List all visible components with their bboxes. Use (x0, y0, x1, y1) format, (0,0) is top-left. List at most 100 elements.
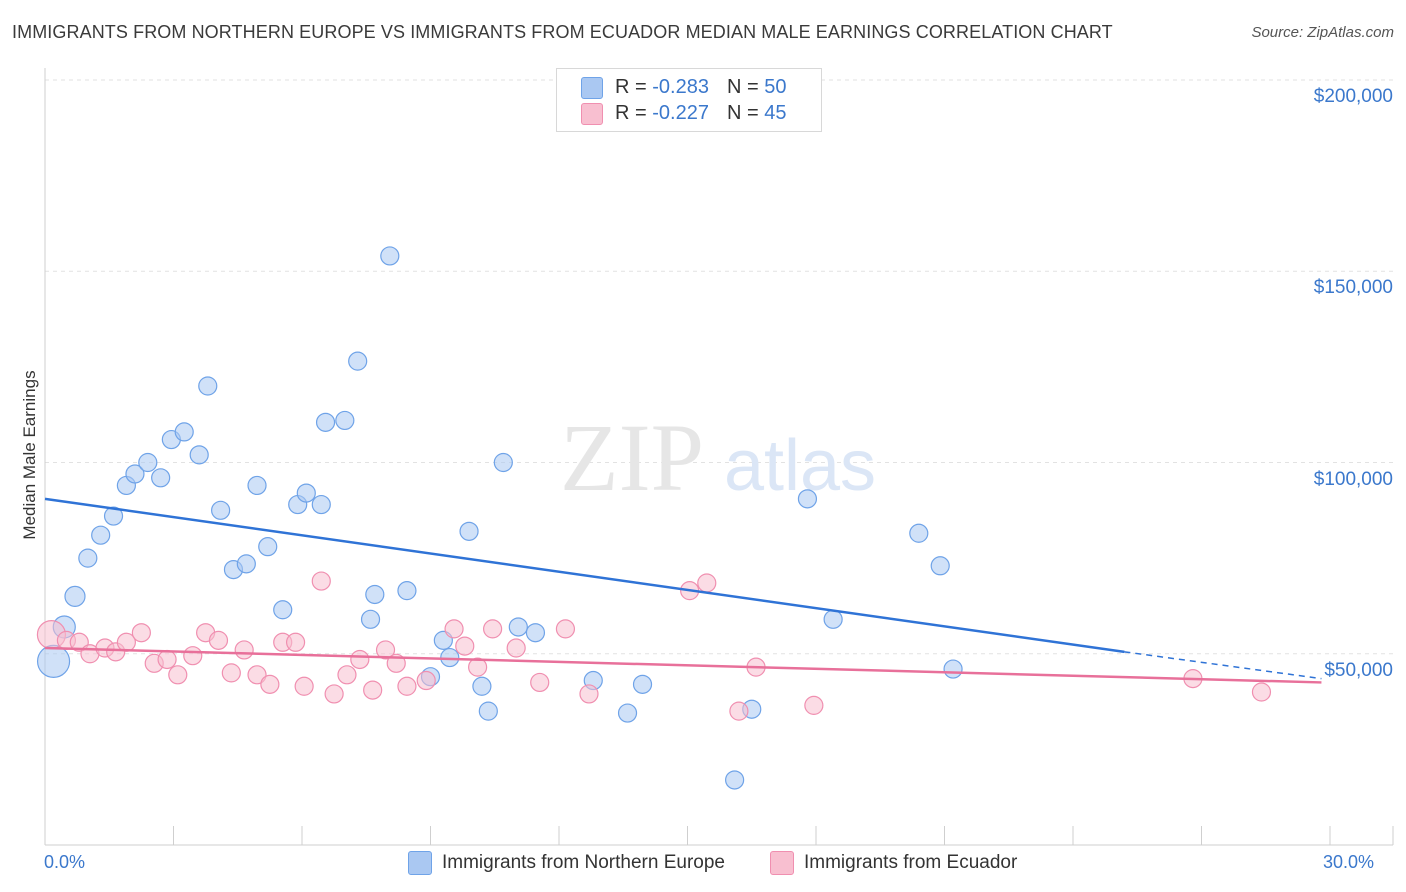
legend-r-label: R = (615, 76, 653, 98)
series-legend-label: Immigrants from Northern Europe (442, 852, 725, 874)
ecuador-point (168, 665, 188, 685)
ecuador-point (234, 640, 254, 660)
northern-europe-point (725, 770, 745, 790)
northern-europe-point (236, 554, 256, 574)
ecuador-point (506, 638, 526, 658)
source-label: Source: ZipAtlas.com (1251, 24, 1394, 41)
ecuador-point (455, 636, 475, 656)
ecuador-point (468, 657, 488, 677)
ecuador-point (416, 670, 436, 691)
chart-title: IMMIGRANTS FROM NORTHERN EUROPE VS IMMIG… (12, 22, 1113, 42)
northern-europe-point (335, 410, 355, 431)
ecuador-point (208, 630, 229, 650)
legend-swatch-blue (581, 76, 603, 99)
ecuador-point (260, 674, 280, 694)
y-tick-label: $200,000 (1313, 86, 1393, 107)
ecuador-point (311, 571, 331, 591)
northern-europe-trend-extension (1124, 651, 1322, 680)
northern-europe-point (315, 412, 336, 432)
watermark-atlas: atlas (724, 426, 876, 506)
ecuador-trend-line (44, 646, 1322, 684)
northern-europe-point (943, 659, 963, 679)
northern-europe-point (125, 464, 145, 484)
northern-europe-point (472, 676, 492, 696)
data-points (36, 85, 1272, 790)
ecuador-point (444, 619, 464, 639)
northern-europe-point (273, 600, 293, 620)
northern-europe-point (797, 489, 818, 509)
northern-europe-point (258, 537, 278, 557)
ecuador-point (397, 676, 417, 696)
ecuador-point (483, 619, 503, 639)
northern-europe-point (459, 521, 479, 541)
y-tick-label: $50,000 (1324, 659, 1393, 681)
northern-europe-point (151, 468, 171, 488)
northern-europe-point (189, 445, 209, 465)
ecuador-point (375, 640, 396, 660)
legend-row-northern-europe: R = -0.283 N = 50 (581, 76, 786, 100)
northern-europe-point (211, 500, 231, 520)
northern-europe-point (365, 584, 385, 605)
northern-europe-point (909, 523, 929, 543)
x-tick-label-min: 0.0% (44, 852, 86, 872)
ecuador-point (183, 646, 203, 666)
y-tick-label: $100,000 (1313, 468, 1393, 490)
ecuador-point (285, 632, 306, 652)
series-swatch-blue (408, 851, 432, 875)
ecuador-point (247, 665, 267, 685)
ecuador-point (555, 619, 576, 639)
legend-n-label: N = (726, 76, 765, 98)
y-tick-label: $150,000 (1313, 277, 1393, 299)
ecuador-point (579, 684, 599, 704)
series-legend-ecuador: Immigrants from Ecuador (770, 851, 1017, 875)
legend-n-value: 50 (764, 76, 787, 98)
ecuador-point (697, 573, 717, 593)
legend-swatch-pink (581, 102, 603, 125)
legend-r-label: R = (615, 102, 653, 124)
axes (44, 68, 1394, 846)
ecuador-point (324, 684, 344, 704)
northern-europe-point (311, 494, 331, 515)
watermark-zip: ZIP (560, 404, 704, 511)
ecuador-point (363, 680, 383, 700)
x-tick-label-max: 30.0% (1323, 852, 1375, 872)
legend-n-label: N = (726, 102, 765, 124)
correlation-legend: R = -0.283 N = 50 R = -0.227 N = 45 (556, 68, 822, 132)
ecuador-point (729, 701, 749, 721)
legend-r-value: -0.283 (652, 76, 709, 98)
northern-europe-point (632, 674, 653, 694)
legend-r-value: -0.227 (652, 102, 709, 124)
legend-n-value: 45 (764, 102, 787, 124)
northern-europe-point (91, 525, 111, 545)
northern-europe-trend-line (44, 497, 1125, 654)
ecuador-point (530, 672, 550, 693)
northern-europe-point (64, 585, 86, 607)
northern-europe-point (36, 644, 71, 679)
northern-europe-point (493, 452, 513, 473)
series-legend-label: Immigrants from Ecuador (804, 852, 1018, 874)
northern-europe-point (198, 376, 218, 396)
watermark: ZIP atlas (560, 404, 876, 511)
ecuador-point (221, 663, 241, 683)
series-legend-northern-europe: Immigrants from Northern Europe (408, 851, 725, 875)
ecuador-point (337, 665, 357, 685)
northern-europe-point (823, 609, 843, 629)
ecuador-point (294, 676, 314, 696)
northern-europe-point (525, 623, 546, 643)
ecuador-point (350, 649, 370, 670)
trend-lines (44, 497, 1322, 684)
y-axis-label: Median Male Earnings (20, 370, 39, 540)
northern-europe-point (174, 422, 194, 442)
northern-europe-point (478, 701, 498, 721)
ecuador-point (131, 623, 151, 643)
northern-europe-point (508, 617, 528, 637)
ecuador-point (157, 649, 177, 670)
ecuador-point (1251, 682, 1272, 702)
northern-europe-point (360, 609, 381, 629)
northern-europe-point (247, 475, 267, 496)
northern-europe-point (78, 548, 98, 568)
northern-europe-point (103, 506, 124, 526)
northern-europe-point (380, 246, 400, 266)
northern-europe-point (617, 703, 638, 723)
